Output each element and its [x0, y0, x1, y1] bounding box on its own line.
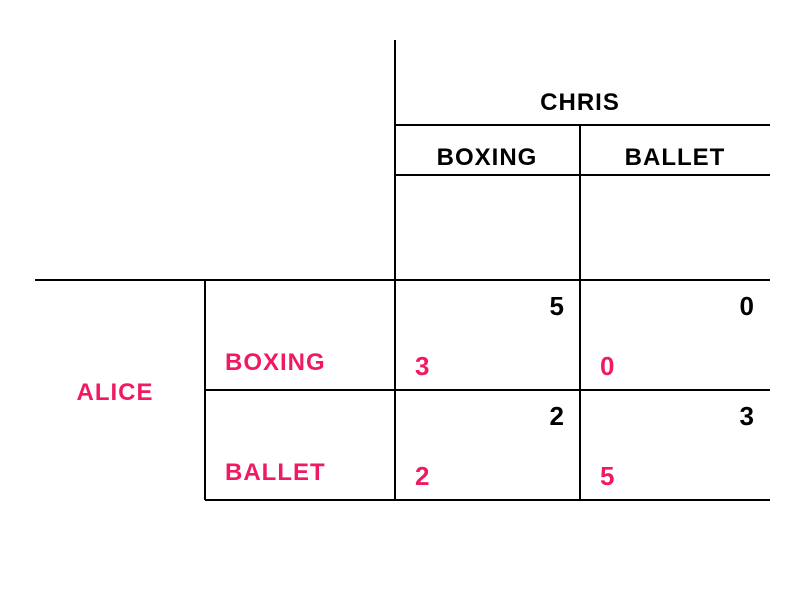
col-player-label: Chris — [540, 89, 620, 116]
payoff-r1c1-row: 5 — [600, 461, 615, 491]
row-strategy-0: Boxing — [225, 349, 326, 376]
row-player-label: Alice — [77, 379, 154, 406]
payoff-matrix: Chris Boxing Ballet Alice Boxing Ballet … — [0, 0, 800, 600]
payoff-r1c0-row: 2 — [415, 461, 430, 491]
payoff-r1c0-col: 2 — [550, 401, 565, 431]
payoff-r0c0-row: 3 — [415, 351, 430, 381]
payoff-r1c1-col: 3 — [740, 401, 755, 431]
col-strategy-0: Boxing — [437, 144, 538, 171]
payoff-r0c0-col: 5 — [550, 291, 565, 321]
col-strategy-1: Ballet — [625, 144, 726, 171]
payoff-r0c1-row: 0 — [600, 351, 615, 381]
payoff-r0c1-col: 0 — [740, 291, 755, 321]
row-strategy-1: Ballet — [225, 459, 326, 486]
